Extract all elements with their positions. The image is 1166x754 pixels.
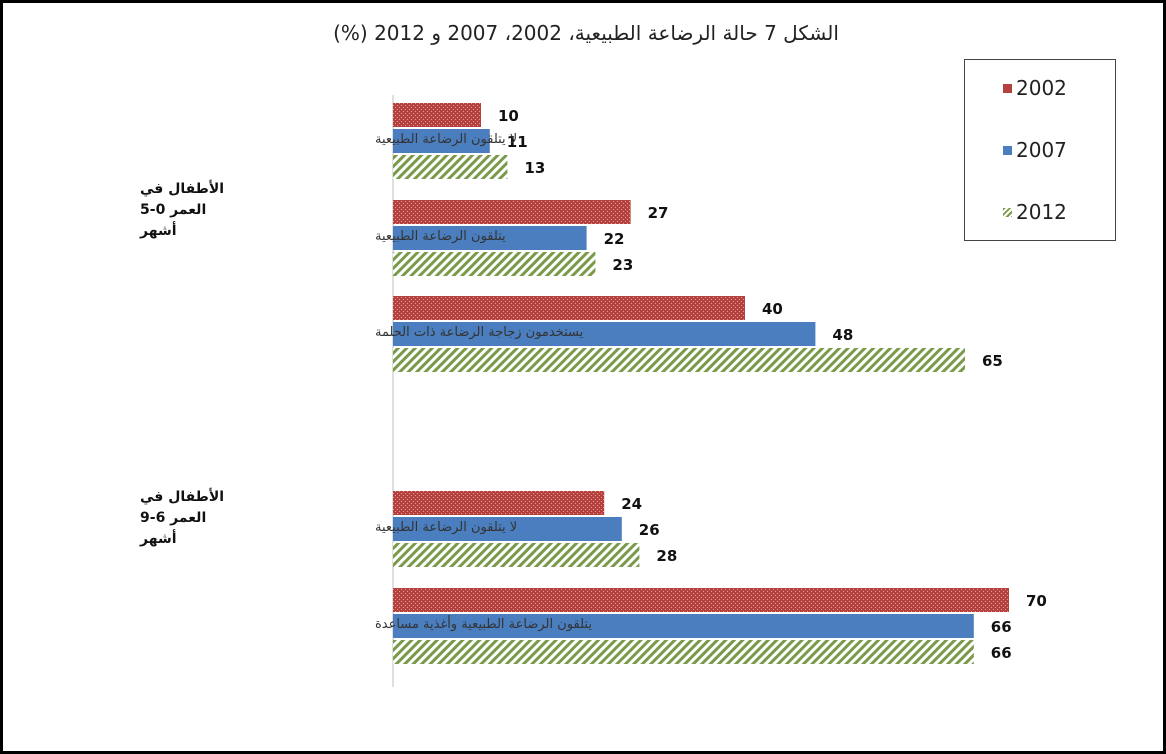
- legend-entry-2012: 2012: [1003, 200, 1113, 224]
- value-label-2007-cat-0: 11: [507, 133, 528, 151]
- group-label-0-line-2: أشهر: [139, 221, 177, 239]
- category-label-1: يتلقون الرضاعة الطبيعية: [375, 229, 506, 244]
- group-label-1-line-1: العمر 6-9: [140, 510, 206, 526]
- value-label-2002-cat-2: 40: [762, 300, 783, 318]
- bar-chart: 10 11 13 لا يتلقون الرضاعة الطبيعية 27 22 23 يت…: [139, 95, 1047, 687]
- bar-2002-cat-4: [393, 588, 1009, 612]
- legend-label-2007: 2007: [1016, 138, 1067, 162]
- bar-2012-cat-3: [393, 543, 640, 567]
- bar-2002-cat-3: [393, 491, 605, 515]
- category-label-3: لا يتلقون الرضاعة الطبيعية: [375, 520, 517, 535]
- value-label-2012-cat-2: 65: [982, 352, 1003, 370]
- bar-2007-cat-2: [393, 322, 816, 346]
- value-label-2012-cat-0: 13: [524, 159, 545, 177]
- value-label-2007-cat-2: 48: [832, 326, 853, 344]
- bar-2012-cat-0: [393, 155, 508, 179]
- category-label-4: يتلقون الرضاعة الطبيعية وأغذية مساعدة: [375, 615, 592, 632]
- value-label-2007-cat-3: 26: [639, 521, 660, 539]
- group-label-0-line-0: الأطفال في: [140, 180, 224, 197]
- category-label-0: لا يتلقون الرضاعة الطبيعية: [375, 132, 517, 147]
- value-label-2012-cat-4: 66: [991, 644, 1012, 662]
- legend-swatch-2007: [1003, 145, 1012, 155]
- bar-2002-cat-1: [393, 200, 631, 224]
- bar-2002-cat-0: [393, 103, 481, 127]
- bar-2007-cat-1: [393, 226, 587, 250]
- value-label-2012-cat-1: 23: [612, 256, 633, 274]
- category-label-2: يستخدمون زجاجة الرضاعة ذات الحلمة: [375, 325, 584, 340]
- bar-2002-cat-2: [393, 296, 745, 320]
- legend-entry-2002: 2002: [1003, 76, 1113, 100]
- bar-2007-cat-4: [393, 614, 974, 638]
- value-label-2002-cat-3: 24: [621, 495, 642, 513]
- legend-label-2012: 2012: [1016, 200, 1067, 224]
- group-label-1-line-0: الأطفال في: [140, 488, 224, 505]
- bar-2012-cat-4: [393, 640, 974, 664]
- value-label-2007-cat-4: 66: [991, 618, 1012, 636]
- group-label-1-line-2: أشهر: [139, 529, 177, 547]
- legend-swatch-2012: [1003, 207, 1012, 217]
- group-label-0-line-1: العمر 0-5: [140, 202, 206, 218]
- bar-2007-cat-3: [393, 517, 622, 541]
- value-label-2002-cat-1: 27: [648, 204, 669, 222]
- value-label-2002-cat-4: 70: [1026, 592, 1047, 610]
- bar-2007-cat-0: [393, 129, 490, 153]
- chart-title: الشكل 7 حالة الرضاعة الطبيعية، 2002، 200…: [333, 21, 839, 45]
- value-label-2002-cat-0: 10: [498, 107, 519, 125]
- legend-label-2002: 2002: [1016, 76, 1067, 100]
- bar-2012-cat-2: [393, 348, 965, 372]
- value-label-2007-cat-1: 22: [604, 230, 625, 248]
- legend-swatch-2002: [1003, 83, 1012, 93]
- value-label-2012-cat-3: 28: [656, 547, 677, 565]
- legend-entry-2007: 2007: [1003, 138, 1113, 162]
- legend: 2002 2007 2012: [964, 59, 1116, 241]
- bar-2012-cat-1: [393, 252, 596, 276]
